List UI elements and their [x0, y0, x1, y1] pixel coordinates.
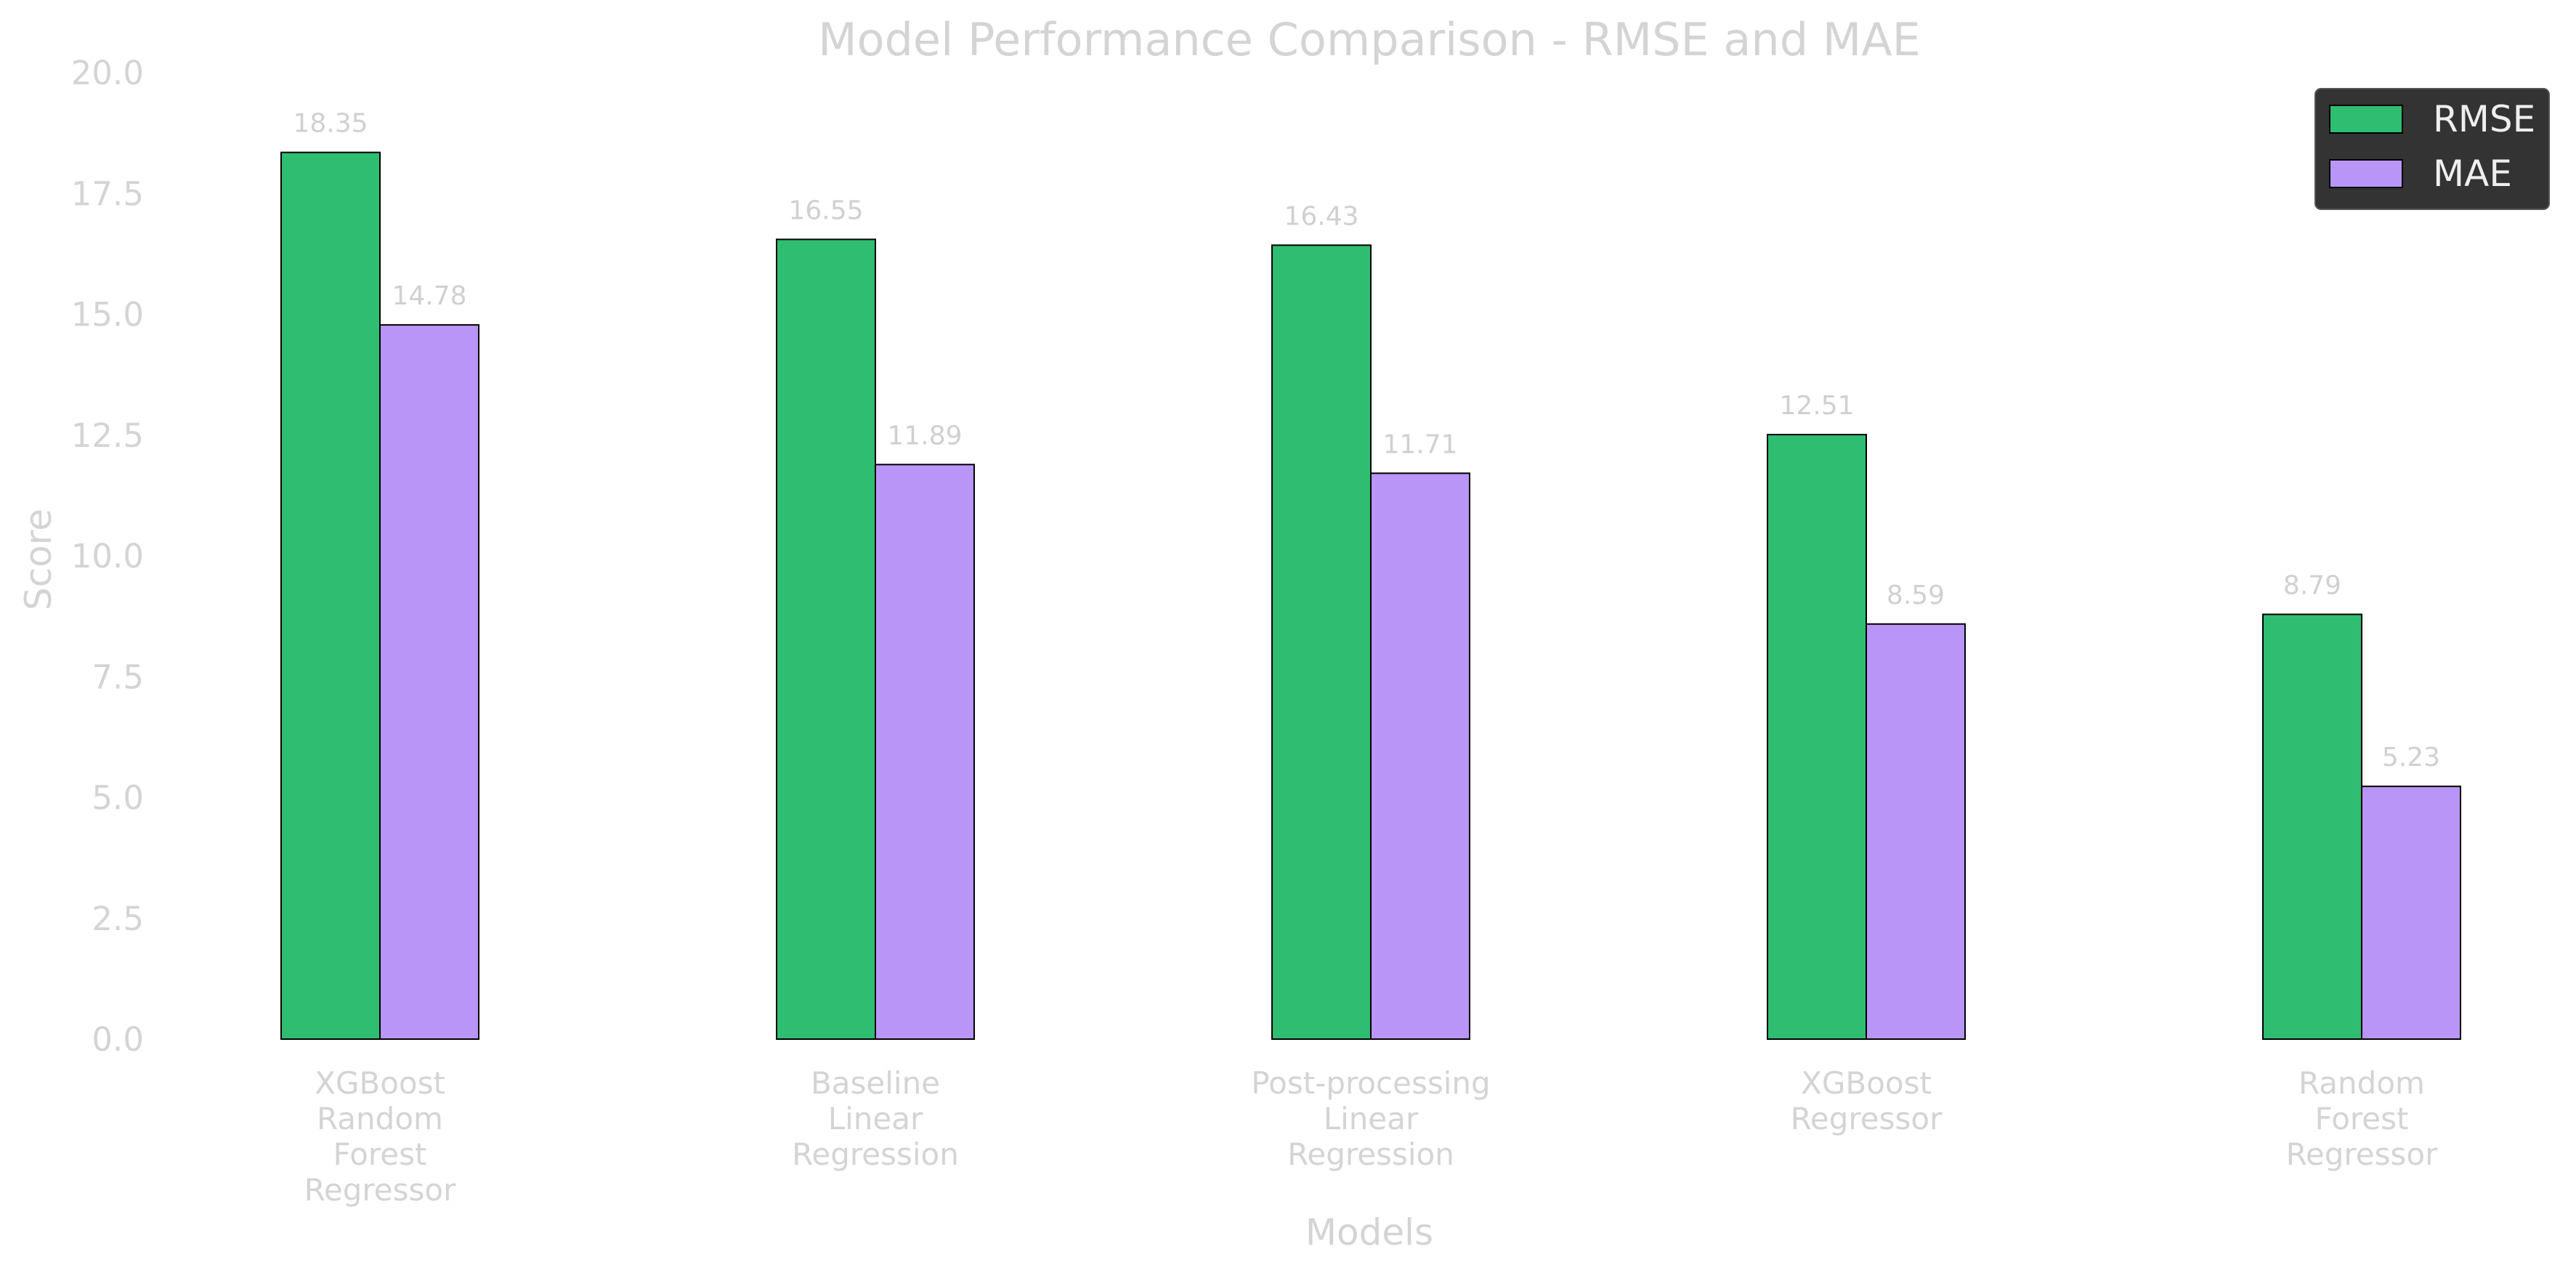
y-tick-label: 15.0	[71, 296, 144, 334]
bar-rmse	[777, 239, 875, 1039]
x-tick-label: Post-processing Linear Regression	[1251, 1065, 1490, 1172]
bar-mae	[875, 464, 974, 1039]
bar-mae	[380, 325, 479, 1039]
legend-swatch-rmse	[2330, 105, 2402, 133]
legend-label-mae: MAE	[2433, 153, 2512, 195]
bar-value-label: 11.71	[1382, 429, 1457, 459]
x-tick-label: XGBoost Random Forest Regressor	[304, 1065, 456, 1208]
bar-mae	[2362, 786, 2460, 1039]
bar-value-label: 5.23	[2382, 743, 2440, 772]
x-tick-label: Baseline Linear Regression	[792, 1065, 959, 1172]
y-tick-label: 0.0	[92, 1020, 144, 1059]
y-tick-label: 5.0	[92, 779, 144, 817]
y-tick-label: 10.0	[71, 537, 144, 576]
y-tick-label: 7.5	[92, 658, 144, 696]
bar-value-label: 11.89	[887, 421, 962, 451]
chart-title: Model Performance Comparison - RMSE and …	[818, 13, 1921, 66]
bar-value-label: 16.43	[1284, 201, 1358, 231]
bar-mae	[1371, 473, 1470, 1039]
y-axis: 0.0 2.5 5.0 7.5 10.0 12.5 15.0 17.5 20.0	[71, 54, 144, 1059]
legend-swatch-mae	[2330, 160, 2402, 187]
bar-rmse	[1272, 245, 1371, 1039]
bar-rmse	[1767, 435, 1866, 1039]
bar-rmse	[281, 153, 380, 1039]
y-tick-label: 2.5	[92, 900, 144, 938]
x-axis-title: Models	[1305, 1211, 1433, 1253]
x-axis: XGBoost Random Forest Regressor Baseline Line…	[304, 1065, 2438, 1208]
y-tick-label: 12.5	[71, 416, 144, 455]
bar-value-label: 8.59	[1887, 581, 1945, 610]
y-tick-label: 20.0	[71, 54, 144, 92]
bars	[281, 153, 2460, 1039]
bar-value-label: 16.55	[788, 195, 863, 225]
bar-value-label: 18.35	[293, 109, 368, 139]
y-tick-label: 17.5	[71, 174, 144, 213]
legend-label-rmse: RMSE	[2433, 98, 2535, 140]
y-axis-title: Score	[17, 509, 60, 610]
bar-mae	[1866, 624, 1965, 1039]
x-tick-label: Random Forest Regressor	[2286, 1065, 2438, 1172]
x-tick-label: XGBoost Regressor	[1791, 1065, 1943, 1136]
bar-value-label: 14.78	[392, 281, 466, 311]
bar-value-label: 8.79	[2283, 570, 2341, 600]
legend: RMSE MAE	[2315, 89, 2549, 209]
bar-rmse	[2263, 614, 2362, 1039]
bar-value-label: 12.51	[1779, 391, 1854, 421]
